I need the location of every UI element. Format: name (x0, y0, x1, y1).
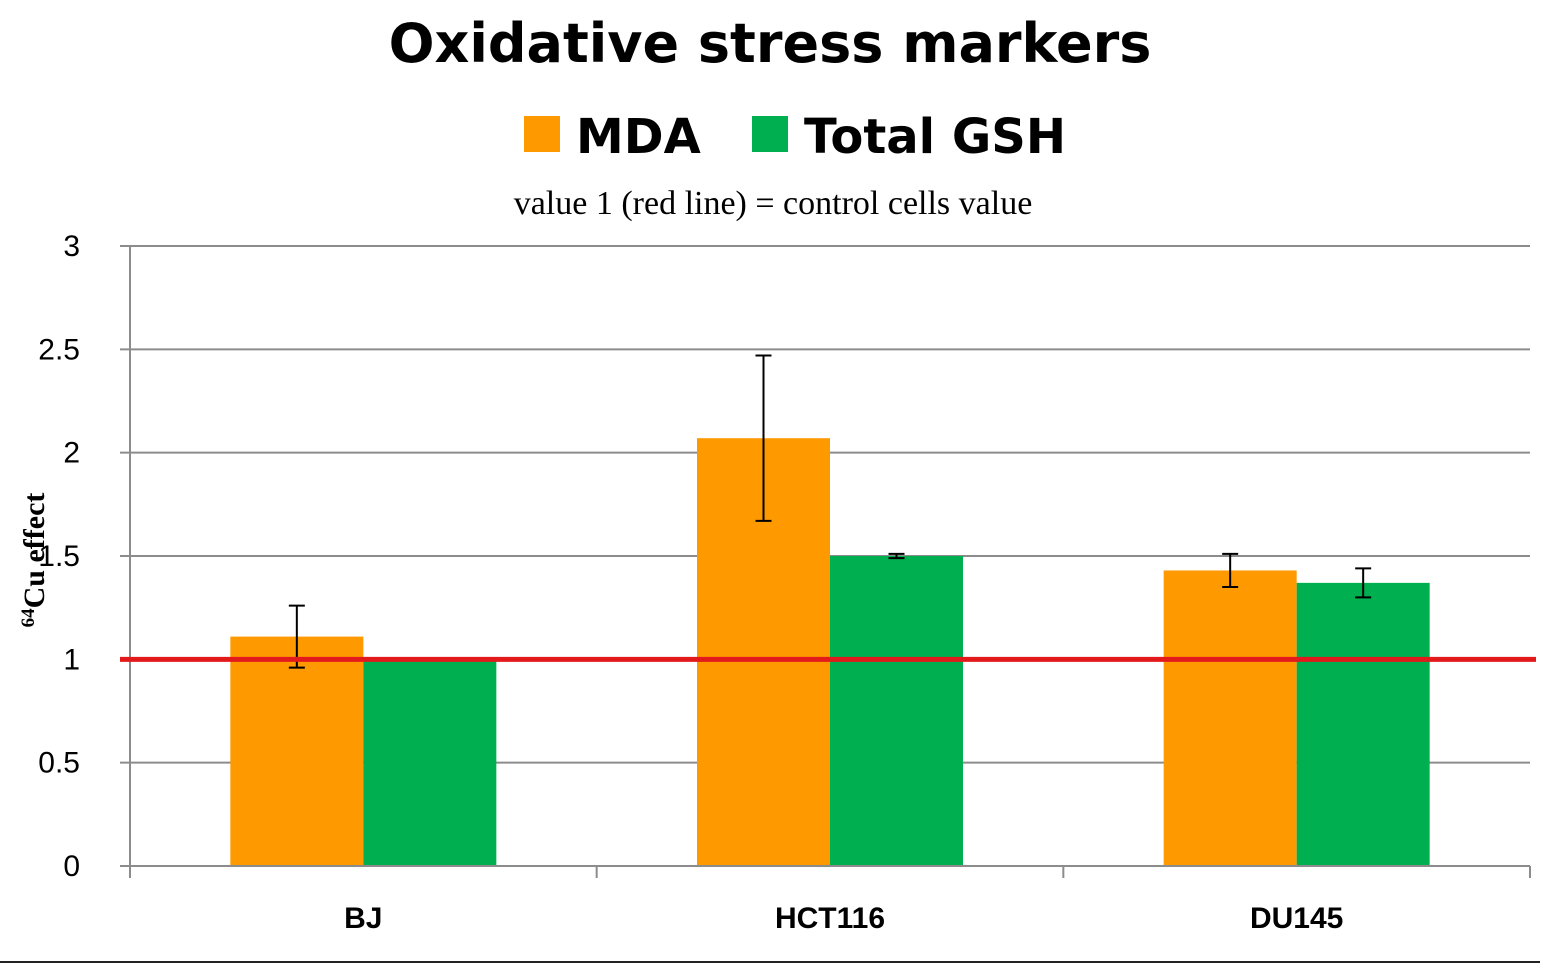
bars (230, 438, 1430, 866)
x-tick-label: HCT116 (775, 902, 885, 935)
y-axis-label-main: Cu effect (18, 493, 51, 609)
legend: MDA Total GSH (524, 109, 1066, 165)
y-tick-label: 1 (63, 643, 80, 676)
y-axis-label: 64Cu effect (18, 493, 51, 628)
y-tick-label: 1.5 (38, 540, 80, 573)
error-bars (288, 354, 1372, 669)
x-tick-label: BJ (344, 902, 382, 935)
chart-title: Oxidative stress markers (389, 12, 1152, 75)
y-axis-ticks: 0 0.5 1 1.5 2 2.5 3 (38, 230, 80, 883)
y-tick-label: 0.5 (38, 747, 80, 780)
y-tick-label: 2 (63, 437, 80, 470)
legend-swatch-mda (524, 116, 560, 152)
bar-mda-bj (230, 636, 364, 866)
error-bar (755, 354, 772, 522)
y-tick-label: 2.5 (38, 333, 80, 366)
legend-label-total-gsh: Total GSH (804, 109, 1066, 165)
error-bar (888, 552, 905, 560)
bar-total-gsh-du145 (1296, 582, 1430, 866)
bar-mda-du145 (1163, 570, 1297, 866)
error-bar (1222, 552, 1239, 588)
legend-swatch-total-gsh (752, 116, 788, 152)
x-axis-ticks: BJ HCT116 DU145 (344, 902, 1343, 935)
legend-label-mda: MDA (576, 109, 701, 165)
error-bar (1355, 567, 1372, 599)
y-tick-label: 0 (63, 850, 80, 883)
y-axis-label-superscript: 64 (18, 608, 39, 628)
x-axis (120, 246, 1531, 878)
bar-total-gsh-hct116 (830, 556, 963, 866)
x-tick-label: DU145 (1250, 902, 1343, 935)
bar-total-gsh-bj (363, 659, 497, 866)
chart-subtitle: value 1 (red line) = control cells value (514, 185, 1033, 222)
y-tick-label: 3 (63, 230, 80, 263)
